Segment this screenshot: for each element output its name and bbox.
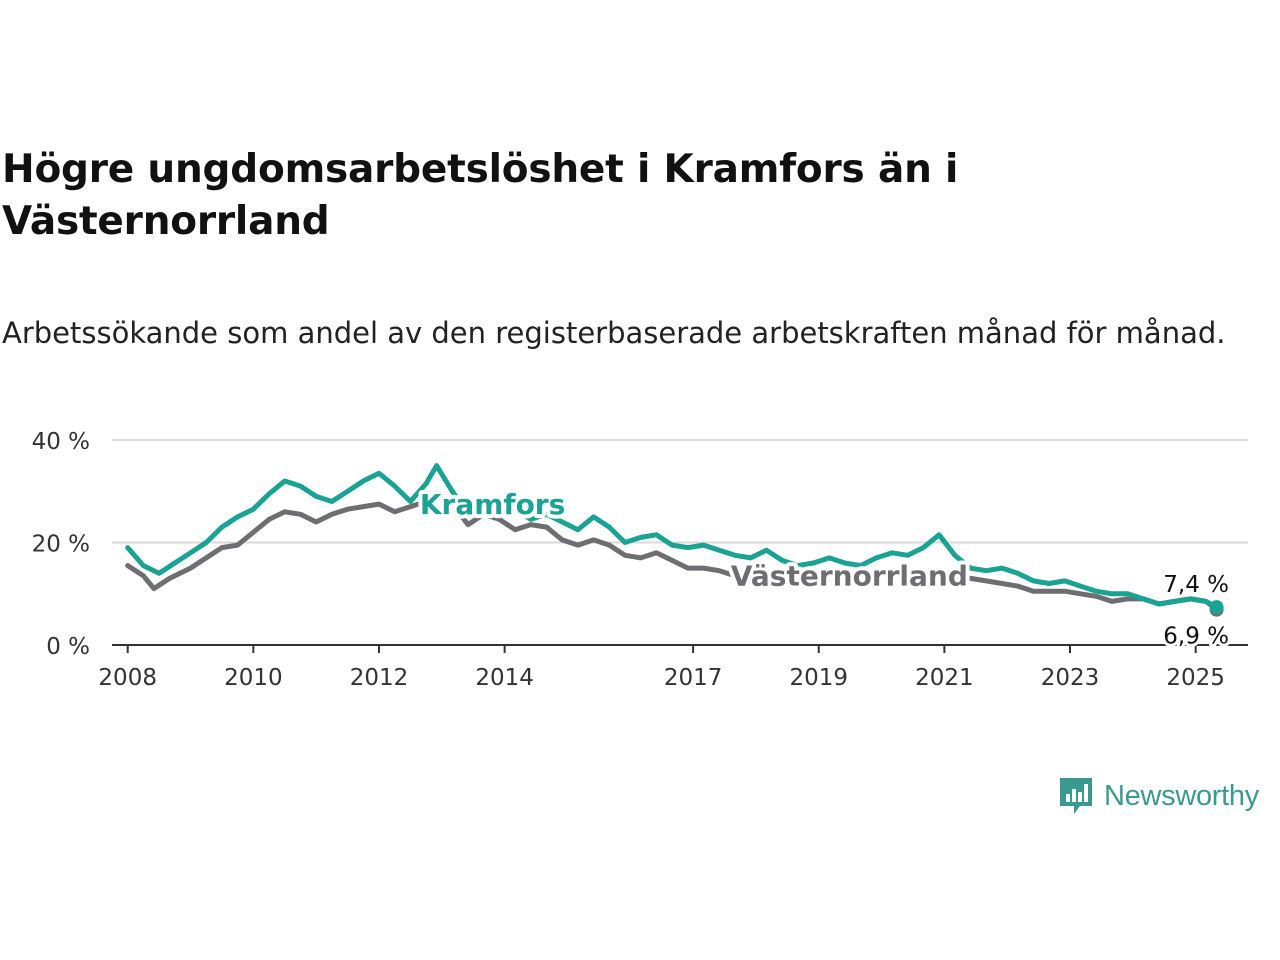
x-axis: 2008 2010 2012 2014 2017 2019 2021 2023 2025 bbox=[98, 644, 1248, 691]
x-tick-label: 2023 bbox=[1041, 665, 1100, 691]
series-line-kramfors bbox=[125, 463, 1220, 610]
grid-lines bbox=[112, 439, 1248, 544]
series-end-dot-kramfors bbox=[1209, 600, 1224, 615]
y-tick-label: 20 % bbox=[32, 532, 90, 558]
y-axis-ticks: 0 % 20 % 40 % bbox=[32, 429, 90, 660]
brand-name: Newsworthy bbox=[1104, 779, 1259, 812]
x-tick-label: 2019 bbox=[789, 665, 848, 691]
line-chart: 0 % 20 % 40 % 2008 2010 2012 2014 2017 2019 2021… bbox=[32, 429, 1248, 691]
x-tick-label: 2008 bbox=[98, 665, 157, 691]
series-line-vasternorrland bbox=[125, 493, 1220, 613]
chart-subtitle: Arbetssökande som andel av den registerb… bbox=[2, 316, 1226, 350]
newsworthy-brand: Newsworthy bbox=[1058, 772, 1259, 820]
end-value-label-kramfors: 7,4 % bbox=[1163, 572, 1229, 598]
y-tick-label: 0 % bbox=[46, 634, 90, 660]
series-label-vasternorrland: Västernorrland bbox=[731, 560, 968, 593]
x-tick-label: 2012 bbox=[350, 665, 409, 691]
y-tick-label: 40 % bbox=[32, 429, 90, 455]
series-labels: Kramfors Västernorrland 7,4 % 6,9 % bbox=[416, 484, 1232, 653]
x-tick-label: 2025 bbox=[1166, 665, 1225, 691]
x-tick-label: 2017 bbox=[664, 665, 723, 691]
chart-title: Högre ungdomsarbetslöshet i Kramfors än … bbox=[2, 147, 959, 244]
x-tick-label: 2014 bbox=[475, 665, 534, 691]
x-tick-label: 2021 bbox=[915, 665, 974, 691]
series-lines bbox=[125, 463, 1224, 617]
newsworthy-chart-bubble-icon bbox=[1060, 778, 1092, 814]
end-value-label-vasternorrland: 6,9 % bbox=[1163, 624, 1229, 650]
series-label-kramfors: Kramfors bbox=[420, 488, 565, 521]
x-tick-label: 2010 bbox=[224, 665, 283, 691]
